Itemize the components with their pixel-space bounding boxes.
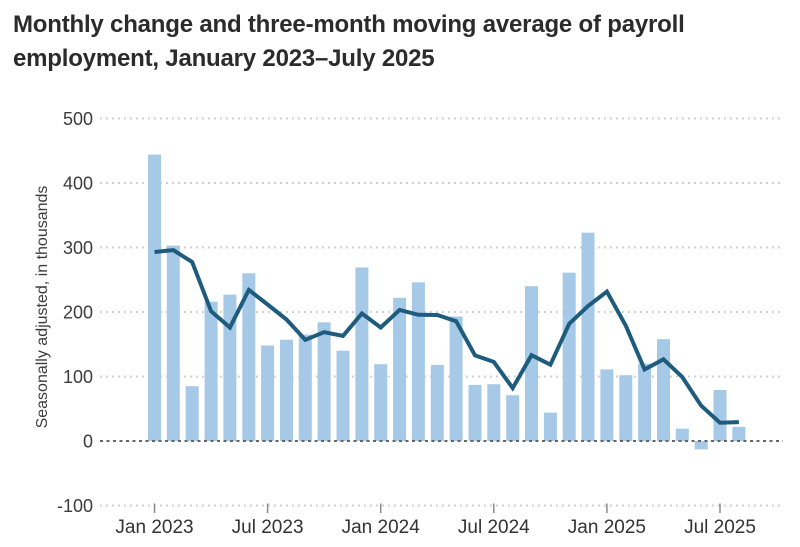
bar-mar-2023 [185,386,199,441]
y-tick-label--100: -100 [57,496,93,516]
bar-sep-2023 [298,334,312,441]
bar-dec-2024 [581,232,595,441]
bar-jan-2024 [374,364,388,441]
bar-feb-2024 [393,297,407,441]
chart-title-line2: employment, January 2023–July 2025 [13,45,435,72]
bar-nov-2024 [562,272,576,441]
x-tick-label-jan-2024: Jan 2024 [342,517,421,538]
bar-feb-2025 [619,375,633,441]
bar-aug-2023 [280,339,293,441]
bar-jul-2025 [713,390,727,441]
bar-jun-2025 [694,441,708,450]
bar-mar-2025 [638,363,652,441]
y-tick-label-0: 0 [83,432,93,452]
x-tick-label-jan-2025: Jan 2025 [568,517,646,538]
bar-dec-2023 [355,267,369,441]
bar-jan-2025 [600,369,614,441]
y-tick-label-400: 400 [63,174,93,194]
bar-sep-2024 [525,286,538,441]
bar-aug-2024 [506,395,520,441]
bar-jun-2023 [242,273,256,441]
y-tick-label-300: 300 [63,238,93,258]
bar-apr-2024 [430,364,444,441]
bar-apr-2025 [657,339,670,441]
bar-jan-2023 [148,154,161,441]
y-tick-label-200: 200 [63,303,93,323]
bar-jul-2024 [487,384,501,441]
bar-oct-2024 [543,412,557,441]
bar-may-2023 [223,294,237,441]
x-tick-label-jan-2023: Jan 2023 [115,517,193,538]
chart-title: Monthly change and three-month moving av… [13,8,795,76]
bar-apr-2023 [204,301,218,441]
chart-title-line1: Monthly change and three-month moving av… [13,11,685,38]
bar-jun-2024 [468,384,482,441]
y-tick-label-500: 500 [63,109,93,129]
moving-average-line [154,248,739,425]
bar-jul-2023 [261,345,275,441]
x-tick-label-jul-2023: Jul 2023 [232,517,304,538]
x-tick-label-jul-2025: Jul 2025 [684,517,756,538]
bar-aug-2025 [732,426,746,441]
bar-may-2025 [675,428,689,441]
bar-feb-2023 [166,245,180,441]
y-tick-label-100: 100 [63,367,93,387]
bar-mar-2024 [411,282,425,441]
bar-may-2024 [449,316,463,441]
x-tick-label-jul-2024: Jul 2024 [458,517,530,538]
bar-nov-2023 [336,350,350,441]
bar-oct-2023 [317,322,331,441]
